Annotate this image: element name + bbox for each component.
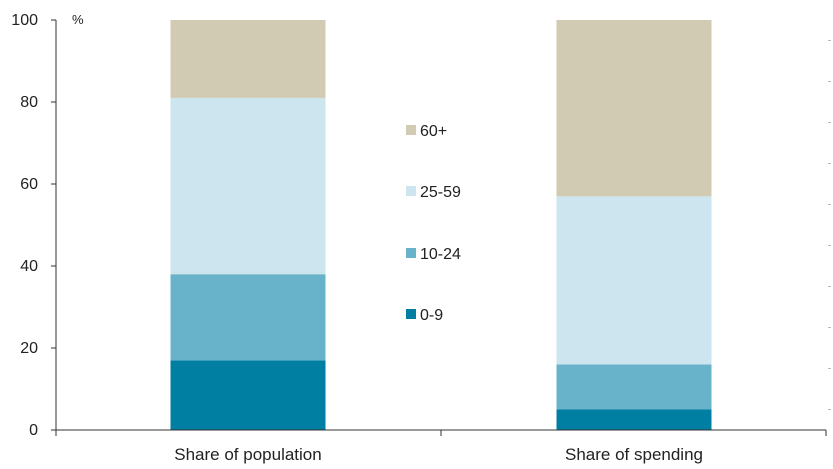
x-category-label: Share of spending: [565, 445, 703, 464]
y-tick-label: 20: [20, 340, 38, 357]
bar-segment: [170, 360, 326, 430]
bar-segment: [556, 409, 712, 430]
legend-label: 10-24: [420, 246, 461, 263]
y-tick-label: 60: [20, 176, 38, 193]
bars-layer: [170, 20, 712, 430]
y-tick-label: 0: [29, 422, 38, 439]
bar-segment: [556, 364, 712, 410]
y-tick-label: 80: [20, 94, 38, 111]
legend-label: 25-59: [420, 184, 461, 201]
bar-segment: [170, 274, 326, 361]
bar-segment: [556, 196, 712, 365]
bar-segment: [170, 20, 326, 98]
legend-swatch: [406, 125, 416, 135]
legend-label: 60+: [420, 123, 447, 140]
y-tick-label: 100: [11, 12, 38, 29]
legend: 60+ 25-59 10-24 0-9: [406, 123, 461, 324]
axes-layer: 0 20 40 60 80 100 Share of population Share of …: [11, 12, 831, 464]
legend-swatch: [406, 309, 416, 319]
legend-swatch: [406, 248, 416, 258]
bar-segment: [170, 97, 326, 275]
legend-label: 0-9: [420, 307, 443, 324]
y-tick-label: 40: [20, 258, 38, 275]
y-axis-unit-label: %: [72, 12, 84, 27]
bar-segment: [556, 20, 712, 197]
legend-swatch: [406, 186, 416, 196]
x-category-label: Share of population: [174, 445, 321, 464]
